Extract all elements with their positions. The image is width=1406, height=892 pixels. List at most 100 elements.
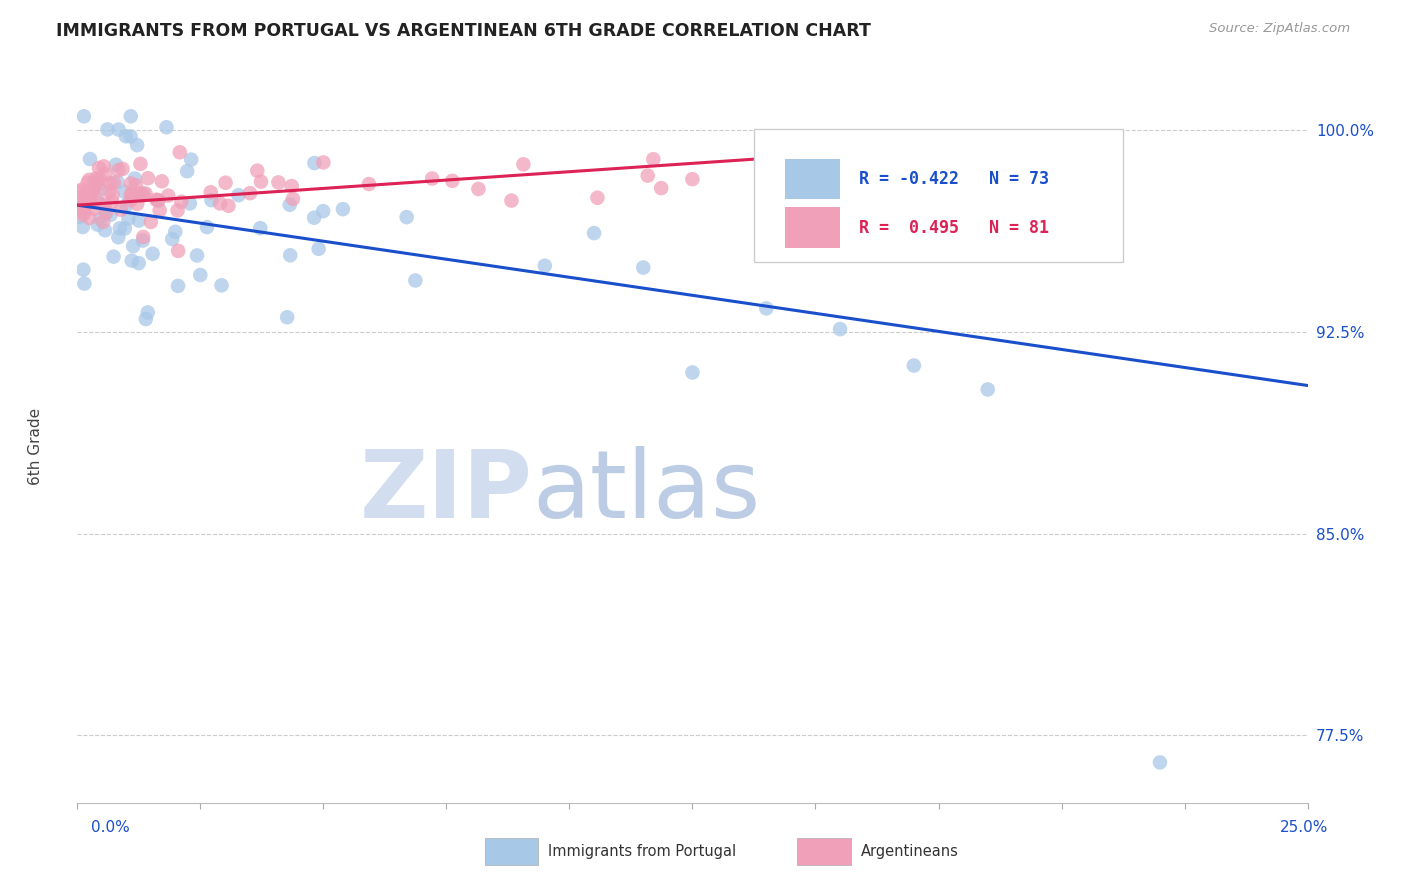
Point <box>101 187 124 202</box>
Point <box>170 194 193 209</box>
Point <box>108 221 131 235</box>
Point <box>70 194 93 209</box>
Point <box>103 176 125 190</box>
Point <box>79 152 101 166</box>
Point <box>80 191 103 205</box>
Text: ZIP: ZIP <box>360 446 533 538</box>
Point <box>72 220 94 235</box>
Point <box>98 185 121 199</box>
Point <box>278 248 301 262</box>
Point <box>84 171 107 186</box>
Point <box>501 194 523 208</box>
Point <box>150 174 173 188</box>
Point <box>1149 756 1171 770</box>
Point <box>114 185 136 199</box>
Point <box>115 129 138 144</box>
Point <box>82 183 104 197</box>
Text: 6th Grade: 6th Grade <box>28 408 42 484</box>
Point <box>69 210 91 224</box>
Point <box>308 242 330 256</box>
Point <box>136 305 159 319</box>
Point <box>73 188 96 202</box>
Point <box>128 213 150 227</box>
Point <box>357 177 380 191</box>
Point <box>94 167 117 181</box>
Point <box>267 175 290 189</box>
Point <box>73 201 96 215</box>
Point <box>120 187 142 202</box>
Text: IMMIGRANTS FROM PORTUGAL VS ARGENTINEAN 6TH GRADE CORRELATION CHART: IMMIGRANTS FROM PORTUGAL VS ARGENTINEAN … <box>56 22 872 40</box>
Point <box>129 157 152 171</box>
Point <box>132 186 155 201</box>
Point <box>104 158 127 172</box>
Point <box>139 215 162 229</box>
Point <box>167 279 190 293</box>
Point <box>132 234 155 248</box>
Point <box>127 138 149 153</box>
Point <box>420 171 443 186</box>
Text: 0.0%: 0.0% <box>91 821 131 835</box>
Point <box>534 259 557 273</box>
Point <box>83 202 105 216</box>
Point <box>101 194 124 209</box>
Point <box>121 253 143 268</box>
Point <box>110 202 132 217</box>
Point <box>69 185 91 199</box>
Point <box>149 203 172 218</box>
Point <box>312 204 335 219</box>
Point <box>312 155 335 169</box>
Point <box>127 197 149 211</box>
Text: Source: ZipAtlas.com: Source: ZipAtlas.com <box>1209 22 1350 36</box>
Point <box>755 301 778 316</box>
Point <box>157 188 180 202</box>
Point <box>217 199 239 213</box>
Point <box>169 145 191 160</box>
Text: R =  0.495   N = 81: R = 0.495 N = 81 <box>859 219 1049 236</box>
Point <box>86 191 108 205</box>
Point <box>278 198 301 212</box>
Point <box>246 163 269 178</box>
Point <box>249 221 271 235</box>
Point <box>148 194 170 208</box>
Point <box>70 183 93 197</box>
Point <box>107 163 129 178</box>
Point <box>124 171 146 186</box>
Point <box>903 359 925 373</box>
Point <box>73 277 96 291</box>
Point <box>122 239 145 253</box>
Point <box>73 205 96 219</box>
Text: R = -0.422   N = 73: R = -0.422 N = 73 <box>859 170 1049 188</box>
Point <box>84 175 107 189</box>
Point <box>83 182 105 196</box>
Point <box>107 230 129 244</box>
Point <box>87 195 110 210</box>
Point <box>188 268 211 282</box>
Point <box>79 195 101 210</box>
Point <box>115 198 138 212</box>
Point <box>86 174 108 188</box>
Point <box>214 176 236 190</box>
Point <box>441 174 464 188</box>
Text: Argentineans: Argentineans <box>860 845 959 859</box>
Point <box>650 181 672 195</box>
Point <box>128 186 150 201</box>
Point <box>302 211 325 225</box>
Point <box>681 172 703 186</box>
Point <box>120 109 142 123</box>
Point <box>165 225 187 239</box>
Point <box>304 156 326 170</box>
Point <box>76 176 98 190</box>
Point <box>250 175 273 189</box>
Point <box>135 312 157 326</box>
Point <box>77 173 100 187</box>
Point <box>69 194 91 208</box>
Point <box>72 208 94 222</box>
Point <box>146 193 169 207</box>
Point <box>977 383 1000 397</box>
Point <box>180 153 202 167</box>
Point <box>179 196 201 211</box>
Point <box>96 122 118 136</box>
Point <box>145 193 167 207</box>
Point <box>93 160 115 174</box>
Point <box>200 186 222 200</box>
